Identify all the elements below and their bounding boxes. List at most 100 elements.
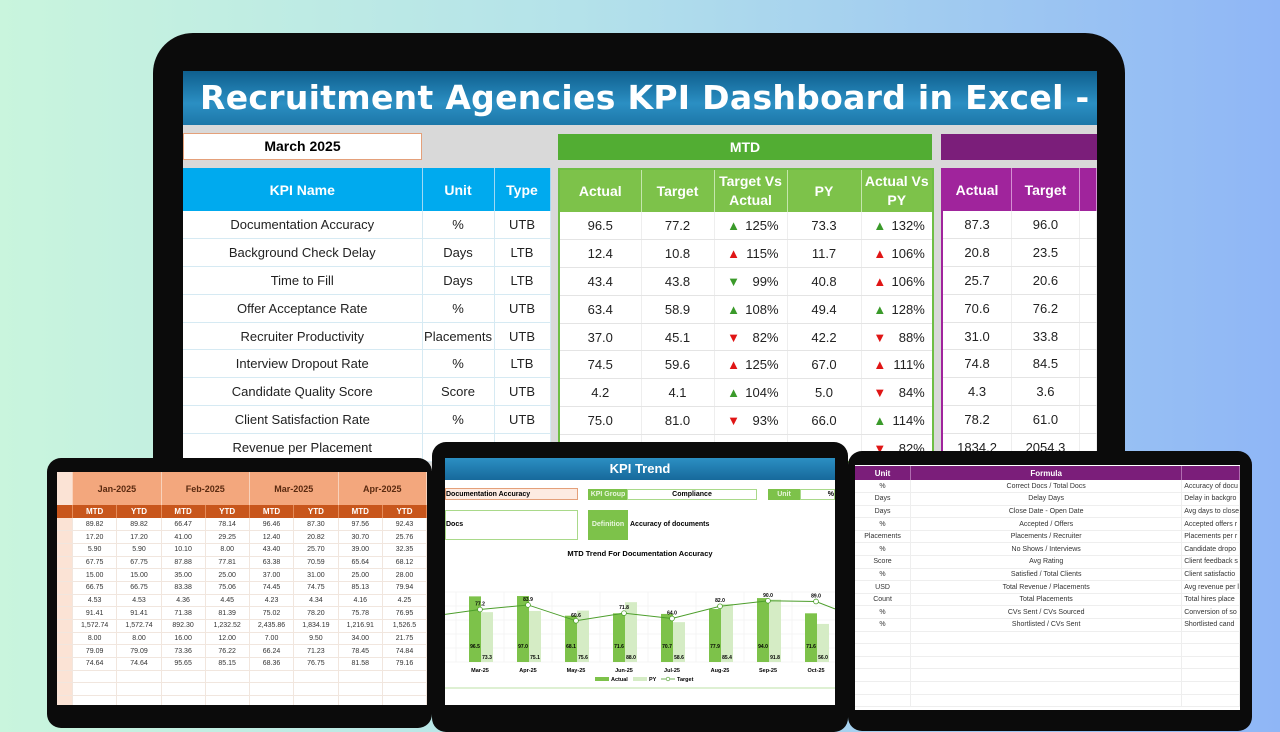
kpi-group-value: Compliance	[627, 489, 757, 500]
percent-value: 125%	[745, 357, 779, 373]
row-stub	[57, 619, 73, 633]
cell-value: 21.75	[382, 632, 427, 646]
monthly-data-table: Jan-2025 Feb-2025 Mar-2025 Apr-2025 MTD YTD M…	[57, 472, 427, 705]
cell-value: 74.75	[293, 581, 339, 595]
cell-value: 66.47	[161, 518, 206, 532]
kpi-unit: %	[422, 405, 495, 434]
ytd-actual: 70.6	[942, 294, 1013, 323]
mtd-actual: 74.5	[559, 350, 642, 380]
ytd-section-header	[941, 134, 1097, 160]
col-mtd-target-vs-actual: Target Vs Actual	[714, 169, 788, 212]
table-row: 12.4 10.8 ▲ 115% 11.7 ▲ 106%	[559, 239, 934, 269]
col-formula: Formula	[910, 466, 1183, 480]
cell-value: 75.06	[205, 581, 250, 595]
percent-value: 88%	[898, 329, 925, 345]
month-selector[interactable]: March 2025	[183, 133, 422, 160]
table-row: 17.20 17.20 41.00 29.25 12.40 20.82 30.70 25.76	[57, 530, 427, 544]
mtd-target: 10.8	[641, 239, 715, 269]
table-row: % No Shows / Interviews Candidate dropo	[855, 542, 1240, 557]
monthly-data-screen: Jan-2025 Feb-2025 Mar-2025 Apr-2025 MTD YTD M…	[57, 472, 427, 705]
table-row: Interview Dropout Rate% LTB	[183, 349, 551, 379]
data-label-target: 82.0	[715, 598, 725, 604]
kpi-selector[interactable]: Documentation Accuracy	[445, 488, 578, 500]
target-point	[477, 606, 483, 613]
cell-value: 25.70	[293, 543, 339, 557]
cell-value: 78.14	[205, 518, 250, 532]
ytd-actual: 4.3	[942, 377, 1013, 407]
definition-label: Definition	[588, 510, 628, 540]
cell-value: 2,435.86	[249, 619, 295, 633]
definitions-table: Unit Formula % Correct Docs / Total Docs A…	[855, 466, 1240, 708]
bar-actual	[661, 613, 673, 662]
mtd-target: 43.8	[641, 267, 715, 296]
kpi-name: Revenue per Placement	[183, 433, 423, 462]
mtd-py: 49.4	[787, 295, 862, 324]
data-label-actual: 97.0	[518, 644, 528, 650]
empty-cell	[205, 682, 250, 697]
unit-cell: %	[855, 517, 912, 531]
ytd-actual: 25.7	[942, 266, 1013, 295]
data-label-target: 71.8	[619, 605, 629, 611]
row-stub	[57, 632, 73, 646]
formula-cell: Shortlisted / CVs Sent	[910, 618, 1183, 632]
table-row: 20.8 23.5	[942, 238, 1097, 268]
empty-cell	[72, 670, 118, 684]
data-label-actual: 71.6	[614, 644, 624, 650]
table-row: 87.3 96.0	[942, 211, 1097, 240]
cell-value: 25.00	[205, 568, 250, 582]
cell-value: 1,526.5	[382, 619, 427, 633]
ytd-more	[1079, 405, 1097, 434]
table-row: % CVs Sent / CVs Sourced Conversion of so	[855, 605, 1240, 620]
kpi-type: LTB	[494, 349, 551, 379]
kpi-unit: Days	[422, 238, 495, 268]
mtd-target: 81.0	[641, 406, 715, 435]
cell-value: 89.82	[116, 518, 162, 532]
bar-actual	[757, 598, 769, 662]
table-row: USD Total Revenue / Placements Avg revenue…	[855, 580, 1240, 594]
kpi-table: KPI Name Unit Type Documentation Accurac…	[183, 168, 551, 462]
formula-cell: CVs Sent / CVs Sourced	[910, 605, 1183, 620]
percent-value: 115%	[746, 246, 779, 262]
cell-value: 39.00	[338, 543, 383, 557]
cell-value: 43.40	[249, 543, 295, 557]
bar-py	[769, 599, 781, 662]
cell-value: 28.00	[382, 568, 427, 582]
cell-value: 7.00	[249, 632, 295, 646]
percent-value: 84%	[898, 385, 925, 401]
data-label-target: 60.6	[571, 613, 581, 619]
data-label-actual: 96.5	[470, 644, 480, 650]
kpi-trend-screen: KPI Trend Documentation Accuracy KPI Gro…	[445, 458, 835, 705]
data-label-target: 89.0	[811, 593, 821, 599]
table-row: 78.2 61.0	[942, 405, 1097, 434]
cell-value: 32.35	[382, 543, 427, 557]
ytd-header: YTD	[205, 505, 250, 518]
cell-value: 91.41	[116, 606, 162, 620]
mtd-target-vs-actual: ▼ 99%	[714, 267, 788, 296]
mtd-header: MTD	[249, 505, 295, 518]
table-row: 74.64 74.64 95.65 85.15 68.36 76.75 81.58 79.16	[57, 657, 427, 671]
row-stub	[57, 568, 73, 582]
kpi-type: UTB	[494, 377, 551, 407]
cell-value: 78.20	[293, 606, 339, 620]
mtd-actual: 12.4	[559, 239, 642, 269]
cell-value: 4.16	[338, 594, 383, 608]
empty-cell	[116, 682, 162, 697]
x-tick-label: Aug-25	[711, 668, 730, 674]
arrow-up-icon: ▲	[873, 246, 887, 262]
cell-value: 5.90	[72, 543, 118, 557]
empty-cell	[205, 670, 250, 684]
percent-value: 128%	[891, 301, 925, 317]
cell-value: 4.53	[116, 594, 162, 608]
kpi-name: Interview Dropout Rate	[183, 349, 423, 379]
description-cell: Shortlisted cand	[1181, 618, 1240, 632]
col-mtd-actual-vs-py: Actual Vs PY	[861, 169, 934, 212]
data-label-py: 75.6	[578, 655, 588, 661]
arrow-up-icon: ▲	[873, 301, 887, 317]
cell-value: 12.00	[205, 632, 250, 646]
cell-value: 35.00	[161, 568, 206, 582]
target-point	[813, 598, 819, 605]
table-row: 75.0 81.0 ▼ 93% 66.0 ▲ 114%	[559, 406, 934, 435]
description-cell: Delay in backgro	[1181, 492, 1240, 506]
arrow-up-icon: ▲	[727, 246, 740, 262]
mtd-actual-vs-py: ▲ 106%	[861, 239, 934, 269]
